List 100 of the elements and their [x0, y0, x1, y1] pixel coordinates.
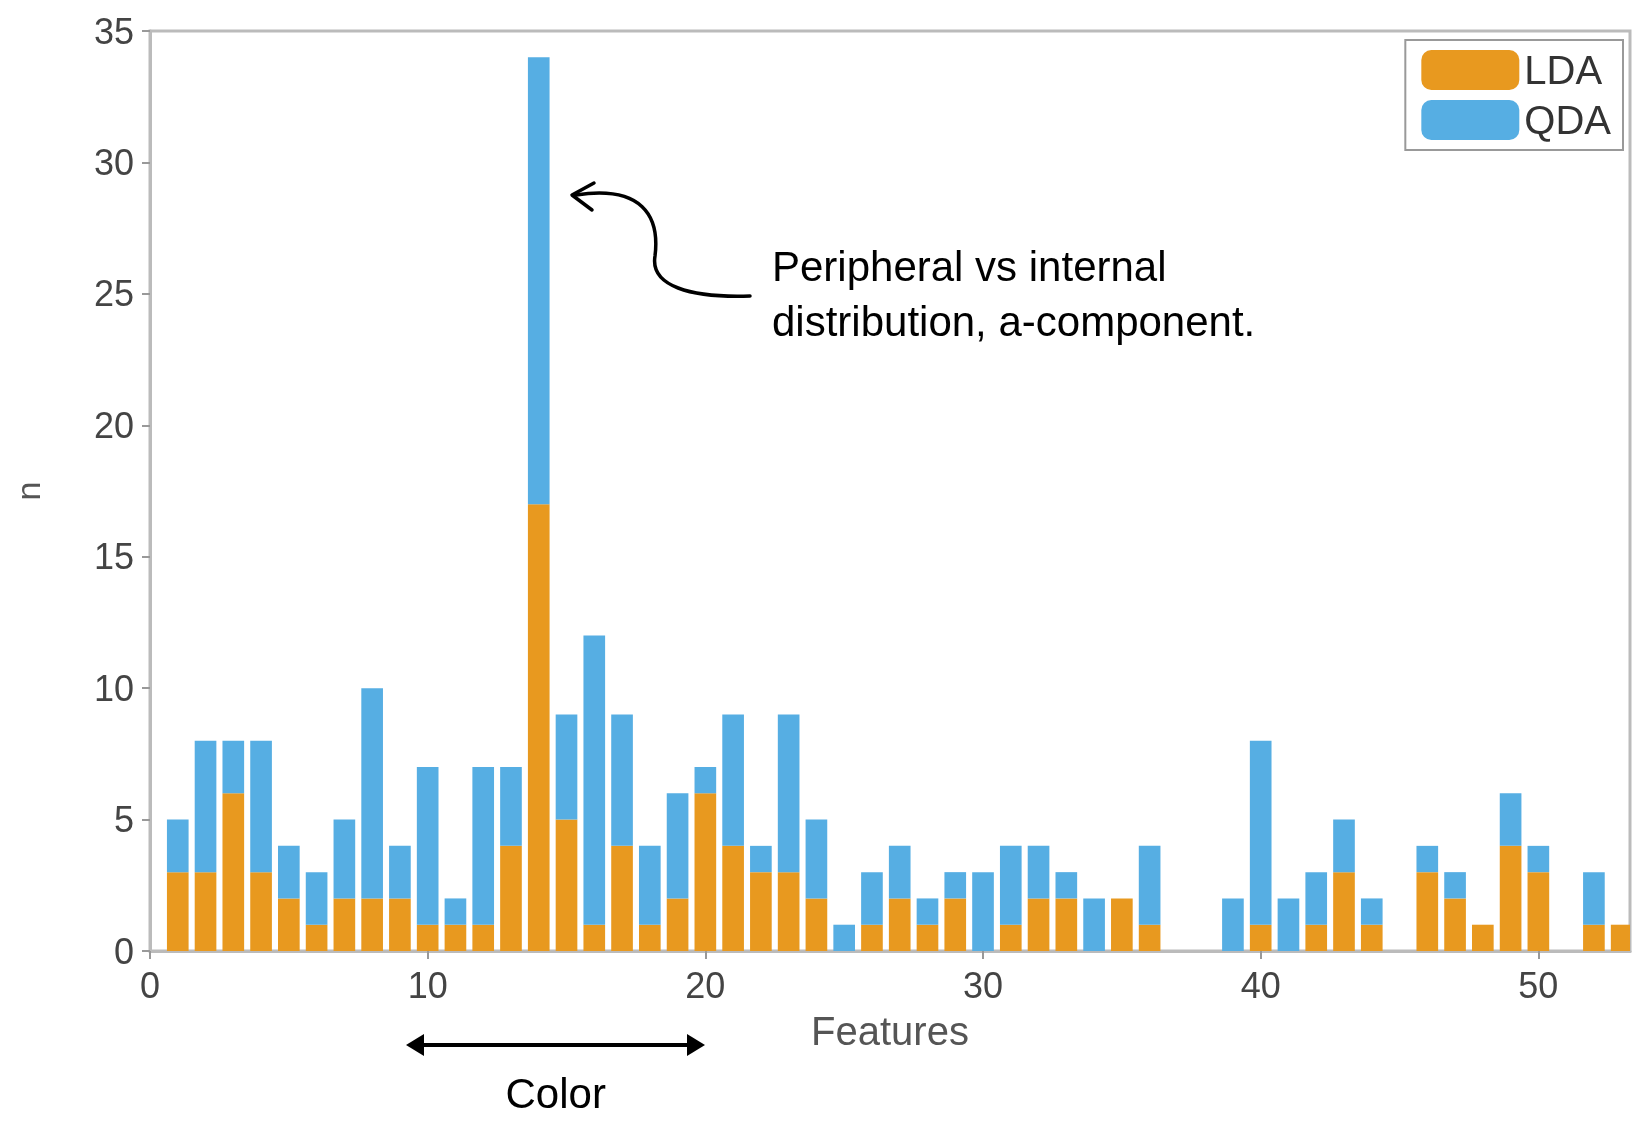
bar — [888, 845, 911, 899]
bar — [916, 898, 939, 925]
bar — [777, 872, 800, 951]
bar — [944, 872, 967, 899]
bar — [527, 504, 550, 951]
y-tick-label: 30 — [93, 141, 134, 183]
bar — [555, 714, 578, 820]
bar — [805, 819, 828, 899]
bar — [1499, 793, 1522, 846]
x-tick-label: 10 — [407, 964, 448, 1006]
bar — [722, 714, 744, 846]
bar — [972, 872, 994, 951]
bar — [999, 845, 1022, 925]
bar — [500, 845, 522, 951]
bar — [1416, 845, 1439, 873]
bar — [833, 924, 856, 951]
bar — [861, 872, 883, 925]
bar — [611, 714, 633, 846]
bar — [1305, 872, 1328, 925]
bar — [1527, 872, 1550, 951]
bar — [916, 924, 939, 951]
bar — [333, 819, 356, 899]
bar — [1333, 819, 1355, 873]
bar — [222, 793, 245, 951]
bar — [1277, 898, 1300, 951]
bar — [611, 845, 633, 951]
bar — [583, 924, 606, 951]
bar — [416, 924, 439, 951]
y-tick-label: 35 — [93, 10, 134, 52]
bar — [333, 898, 356, 951]
bar — [1444, 872, 1466, 899]
bar — [166, 819, 189, 873]
x-tick-label: 50 — [1518, 964, 1559, 1006]
bar — [1360, 924, 1383, 951]
bar — [1249, 924, 1272, 951]
bar — [1499, 845, 1522, 951]
bar — [694, 793, 717, 951]
bar — [1249, 740, 1272, 925]
legend-label: LDA — [1524, 48, 1603, 92]
y-tick-label: 15 — [93, 536, 134, 578]
bar — [1027, 845, 1050, 899]
bar — [1305, 924, 1328, 951]
bar — [250, 872, 272, 951]
y-axis-title: n — [9, 481, 47, 501]
bar — [278, 898, 300, 951]
bar — [1111, 898, 1133, 951]
bar — [1083, 898, 1105, 951]
y-tick-label: 25 — [93, 273, 134, 315]
bar — [861, 924, 883, 951]
bar — [472, 767, 495, 925]
bar — [583, 635, 606, 925]
y-tick-label: 20 — [93, 404, 134, 446]
bar — [389, 898, 411, 951]
bar — [194, 872, 217, 951]
y-tick-label: 0 — [113, 930, 134, 972]
bar — [666, 793, 689, 899]
bar — [527, 57, 550, 505]
bar — [750, 845, 772, 873]
bar — [1583, 924, 1605, 951]
bar — [1333, 872, 1355, 951]
x-tick-label: 40 — [1240, 964, 1281, 1006]
bar — [555, 819, 578, 951]
bar — [777, 714, 800, 873]
bar — [166, 872, 189, 951]
bar — [222, 740, 245, 794]
bar — [472, 924, 495, 951]
bar — [638, 924, 661, 951]
bar — [1444, 898, 1466, 951]
bar — [444, 924, 467, 951]
bar — [1416, 872, 1439, 951]
x-tick-label: 20 — [685, 964, 726, 1006]
bar — [750, 872, 772, 951]
bar — [944, 898, 967, 951]
bar — [694, 767, 717, 794]
x-tick-label: 0 — [139, 964, 161, 1006]
bar — [416, 767, 439, 925]
annotation: Peripheral vs internal distribution, a-component. — [772, 242, 1257, 347]
bar — [805, 898, 828, 951]
x-axis-title: Features — [811, 1009, 969, 1053]
bar — [1027, 898, 1050, 951]
bar — [389, 845, 411, 899]
bar — [666, 898, 689, 951]
bar — [1583, 872, 1605, 925]
bar — [194, 740, 217, 873]
bar — [722, 845, 744, 951]
bar — [888, 898, 911, 951]
bar — [305, 872, 328, 925]
y-tick-label: 10 — [93, 667, 134, 709]
bar — [1360, 898, 1383, 925]
bar — [1138, 924, 1161, 951]
bar — [250, 740, 272, 873]
text: Color — [505, 1070, 606, 1118]
bar — [305, 924, 328, 951]
y-tick-label: 5 — [113, 799, 134, 841]
bar — [361, 688, 383, 899]
bar — [1472, 924, 1494, 951]
bar — [638, 845, 661, 925]
x-tick-label: 30 — [963, 964, 1004, 1006]
bar — [1055, 872, 1078, 899]
legend-label: QDA — [1524, 98, 1612, 142]
